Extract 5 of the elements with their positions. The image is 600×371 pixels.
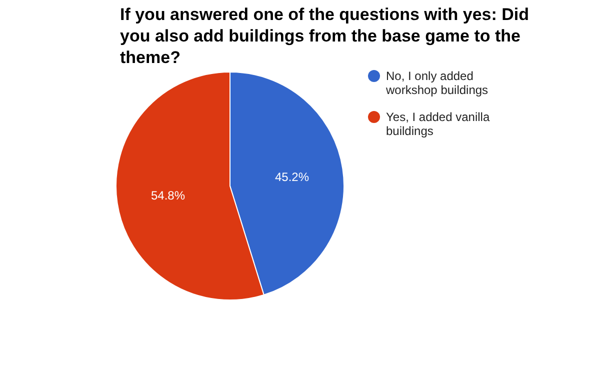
data-label: 45.2% <box>274 170 310 184</box>
legend-label: No, I only added workshop buildings <box>385 69 488 98</box>
chart-title: If you answered one of the questions with yes: Did you also add buildings from the base game to the theme? <box>120 5 529 67</box>
legend-label: Yes, I added vanilla buildings <box>386 110 490 138</box>
data-label: 54.8% <box>150 188 186 203</box>
